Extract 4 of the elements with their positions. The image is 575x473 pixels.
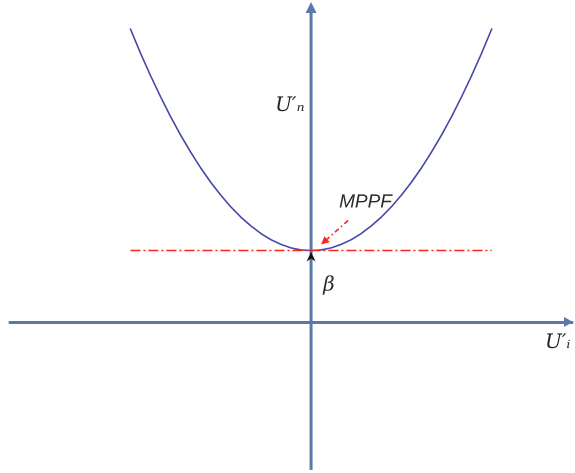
x-axis-title: U′ᵢ	[545, 329, 570, 353]
annotation: β	[322, 272, 335, 296]
annotation: MPPF	[339, 192, 394, 213]
y-axis-title: U′ₙ	[275, 92, 305, 116]
